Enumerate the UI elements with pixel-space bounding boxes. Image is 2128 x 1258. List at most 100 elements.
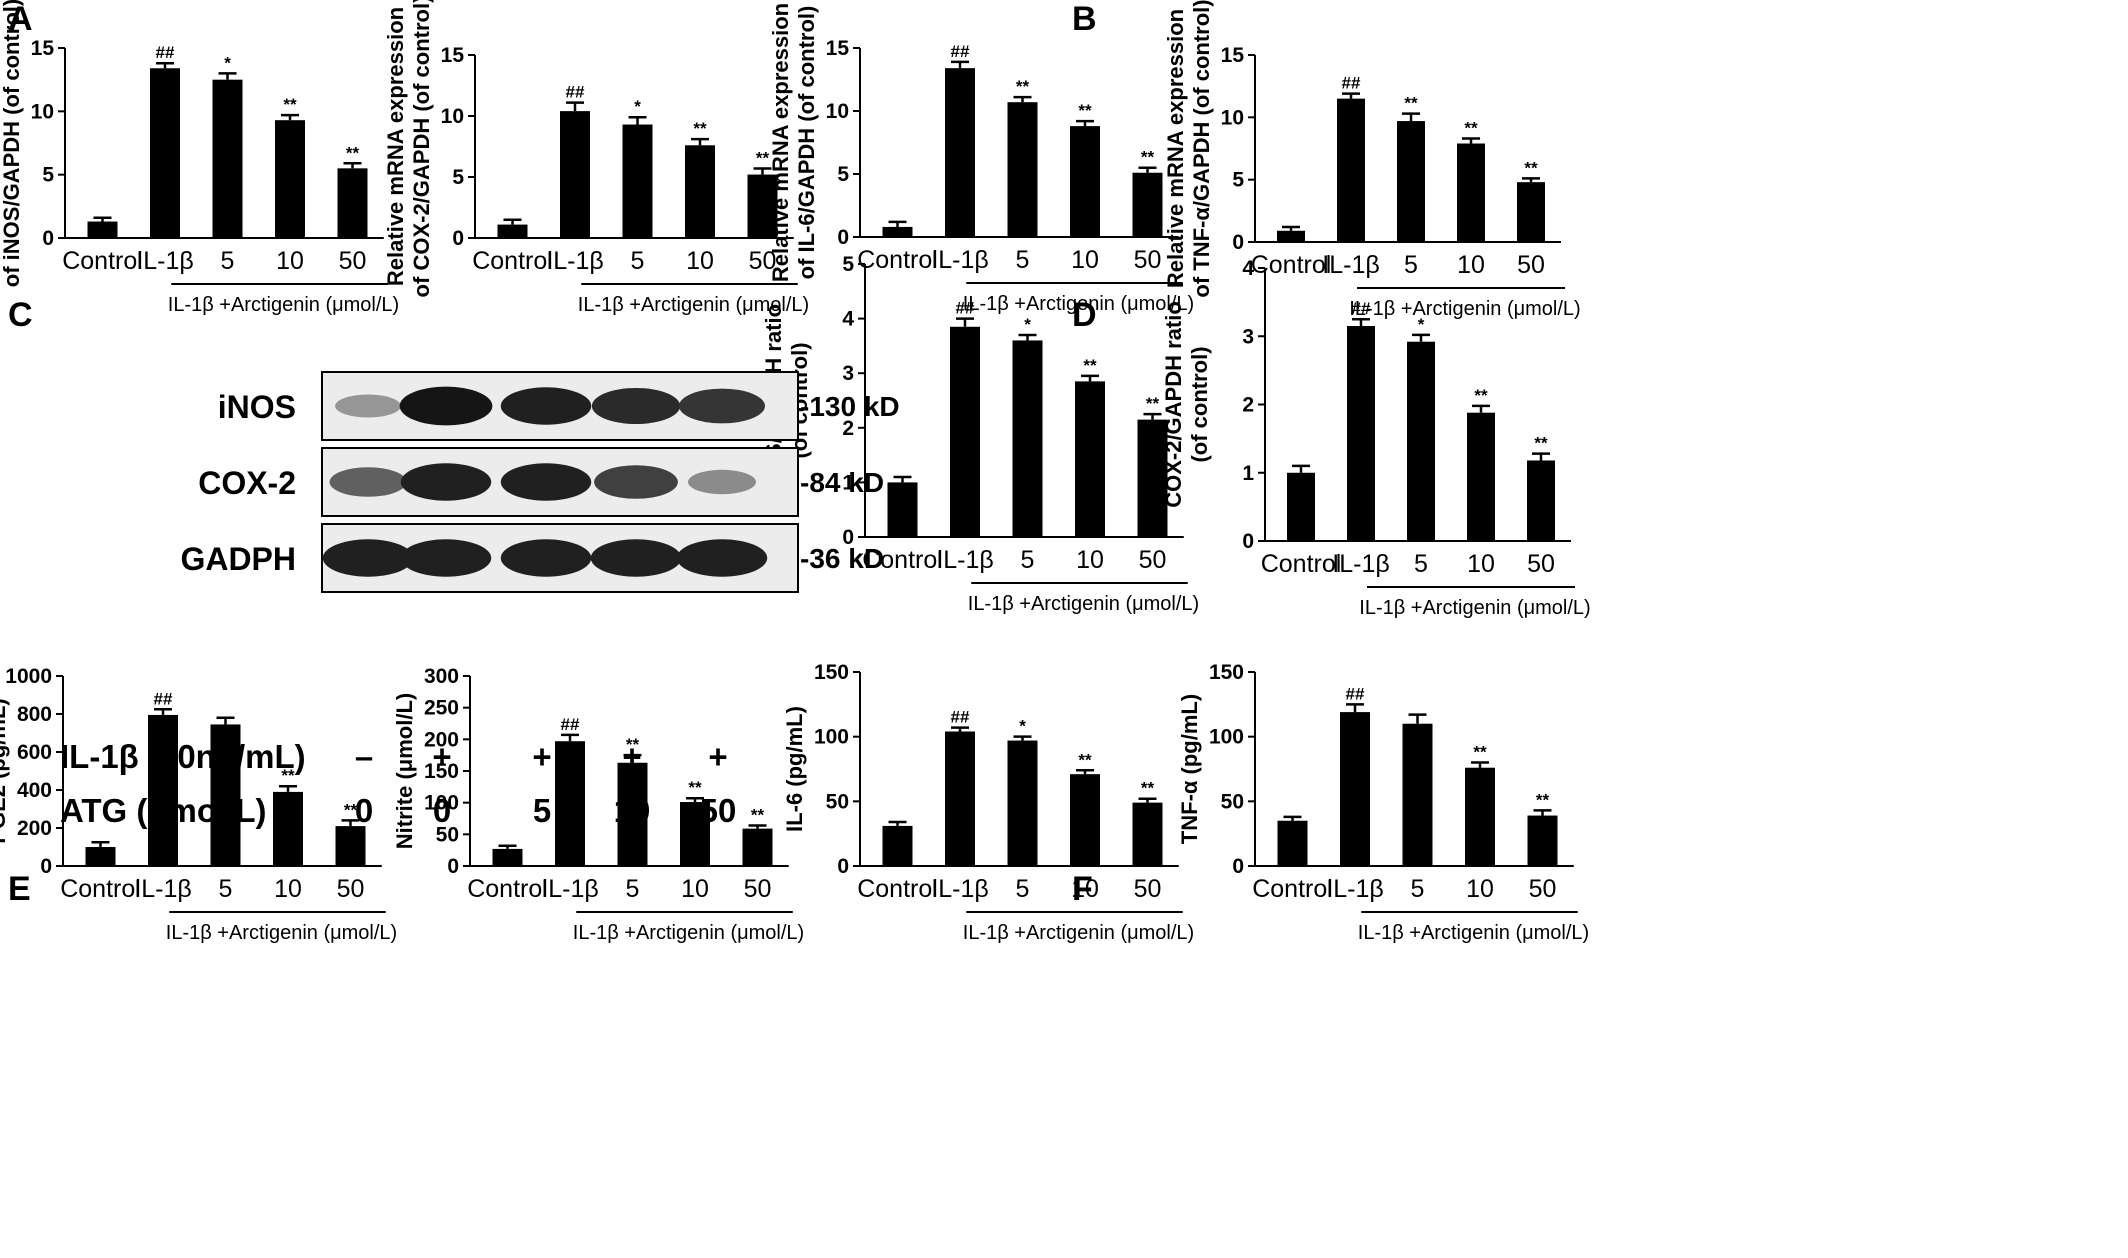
bar — [685, 145, 715, 238]
significance-marker: ** — [751, 805, 765, 824]
blot-band — [500, 463, 592, 501]
blot-size-label: -84 kD — [800, 467, 884, 498]
y-axis-label-line: of COX-2/GAPDH (of control) — [409, 0, 434, 297]
category-label: 10 — [276, 247, 304, 275]
blot-band — [500, 539, 592, 577]
blot-band — [400, 463, 492, 501]
y-axis-label: TNF-α (pg/mL) — [1177, 694, 1202, 844]
significance-marker: ** — [1536, 790, 1550, 809]
blot-condition-value: 5 — [533, 792, 551, 829]
y-axis-label-line: Relative mRNA expression — [768, 3, 793, 282]
significance-marker: ** — [1474, 386, 1488, 405]
significance-marker: * — [1418, 315, 1425, 334]
category-label: 10 — [1466, 875, 1494, 903]
category-label: IL-1β — [1332, 550, 1389, 578]
category-label: Control — [472, 247, 553, 275]
category-label: Control — [62, 247, 143, 275]
category-label: 50 — [337, 875, 365, 903]
significance-marker: ** — [1078, 101, 1092, 120]
bar — [1465, 767, 1495, 866]
significance-marker: ** — [1146, 394, 1160, 413]
y-tick-label: 150 — [814, 661, 849, 684]
category-label: 5 — [631, 247, 645, 275]
category-label: IL-1β — [1322, 251, 1379, 279]
category-label: IL-1β — [136, 247, 193, 275]
y-tick-label: 10 — [826, 100, 849, 123]
significance-marker: ** — [1524, 158, 1538, 177]
y-axis-label: IL-6 (pg/mL) — [782, 706, 807, 832]
significance-marker: ** — [626, 735, 640, 754]
bar — [337, 168, 368, 238]
y-tick-label: 0 — [42, 227, 54, 250]
bar — [1277, 230, 1305, 242]
y-tick-label: 150 — [1209, 661, 1244, 684]
panel-letter-c: C — [8, 296, 33, 334]
category-label: 5 — [1411, 875, 1425, 903]
y-tick-label: 0 — [837, 855, 849, 878]
category-label: 5 — [221, 247, 235, 275]
group-label: IL-1β +Arctigenin (μmol/L) — [963, 922, 1194, 944]
blot-band — [688, 469, 756, 495]
bar — [1070, 774, 1100, 866]
category-label: 10 — [681, 875, 709, 903]
bar — [1517, 182, 1545, 242]
panel-letter-e: E — [8, 870, 31, 908]
category-label: IL-1β — [546, 247, 603, 275]
y-tick-label: 3 — [842, 362, 854, 385]
chart-b2: 0 5 10 15 Relative mRNA expressionof TNF-α/G… — [1163, 0, 1581, 320]
category-label: 50 — [1134, 875, 1162, 903]
y-axis-label: Nitrite (μmol/L) — [392, 693, 417, 849]
y-tick-label: 50 — [436, 823, 459, 846]
y-axis-label-line: of TNF-α/GAPDH (of control) — [1189, 0, 1214, 298]
bar — [747, 174, 778, 238]
category-label: IL-1β — [931, 875, 988, 903]
bar — [1527, 460, 1555, 541]
y-tick-label: 150 — [424, 760, 459, 783]
y-tick-label: 50 — [1221, 790, 1244, 813]
chart-a1: 0 5 10 15 Relative mRNA expressionof iNOS/GA… — [0, 0, 399, 316]
y-tick-label: 3 — [1242, 325, 1254, 348]
category-label: IL-1β — [134, 875, 191, 903]
category-label: 5 — [1414, 550, 1428, 578]
significance-marker: ** — [346, 143, 360, 162]
y-tick-label: 1 — [842, 471, 854, 494]
significance-marker: ** — [693, 119, 707, 138]
blot-band — [322, 539, 414, 577]
significance-marker: ** — [1141, 779, 1155, 798]
blot-condition-row: IL-1β (10ng/mL) – + + + + — [60, 738, 728, 775]
significance-marker: ## — [1352, 299, 1371, 318]
bar — [1337, 98, 1365, 242]
category-label: Control — [467, 875, 548, 903]
significance-marker: ** — [1016, 77, 1030, 96]
bar — [680, 802, 710, 866]
blot-row-cox-2: COX-2 -84 kD — [198, 447, 884, 517]
blot-row-inos: iNOS -130 kD — [218, 371, 900, 441]
blot-band — [399, 386, 493, 426]
blot-condition-value: + — [432, 738, 451, 775]
group-label: IL-1β +Arctigenin (μmol/L) — [1359, 597, 1590, 619]
blot-condition-label: IL-1β (10ng/mL) — [60, 738, 306, 775]
blot-row-gadph: GADPH -36 kD — [180, 523, 884, 593]
y-tick-label: 5 — [42, 164, 54, 187]
category-label: IL-1β — [541, 875, 598, 903]
bar — [497, 224, 528, 238]
significance-marker: ** — [1404, 94, 1418, 113]
blot-condition-value: + — [532, 738, 551, 775]
bar — [1012, 340, 1043, 537]
y-tick-label: 0 — [40, 855, 52, 878]
bar — [210, 724, 241, 866]
y-tick-label: 200 — [17, 817, 52, 840]
y-tick-label: 400 — [17, 779, 52, 802]
bar — [1402, 723, 1433, 866]
bar — [1467, 412, 1495, 541]
bar — [150, 68, 180, 239]
y-tick-label: 600 — [17, 741, 52, 764]
significance-marker: ## — [1342, 74, 1361, 93]
category-label: 5 — [626, 875, 640, 903]
blot-size-label: -130 kD — [800, 391, 900, 422]
significance-marker: ** — [1464, 119, 1478, 138]
y-tick-label: 10 — [31, 100, 54, 123]
